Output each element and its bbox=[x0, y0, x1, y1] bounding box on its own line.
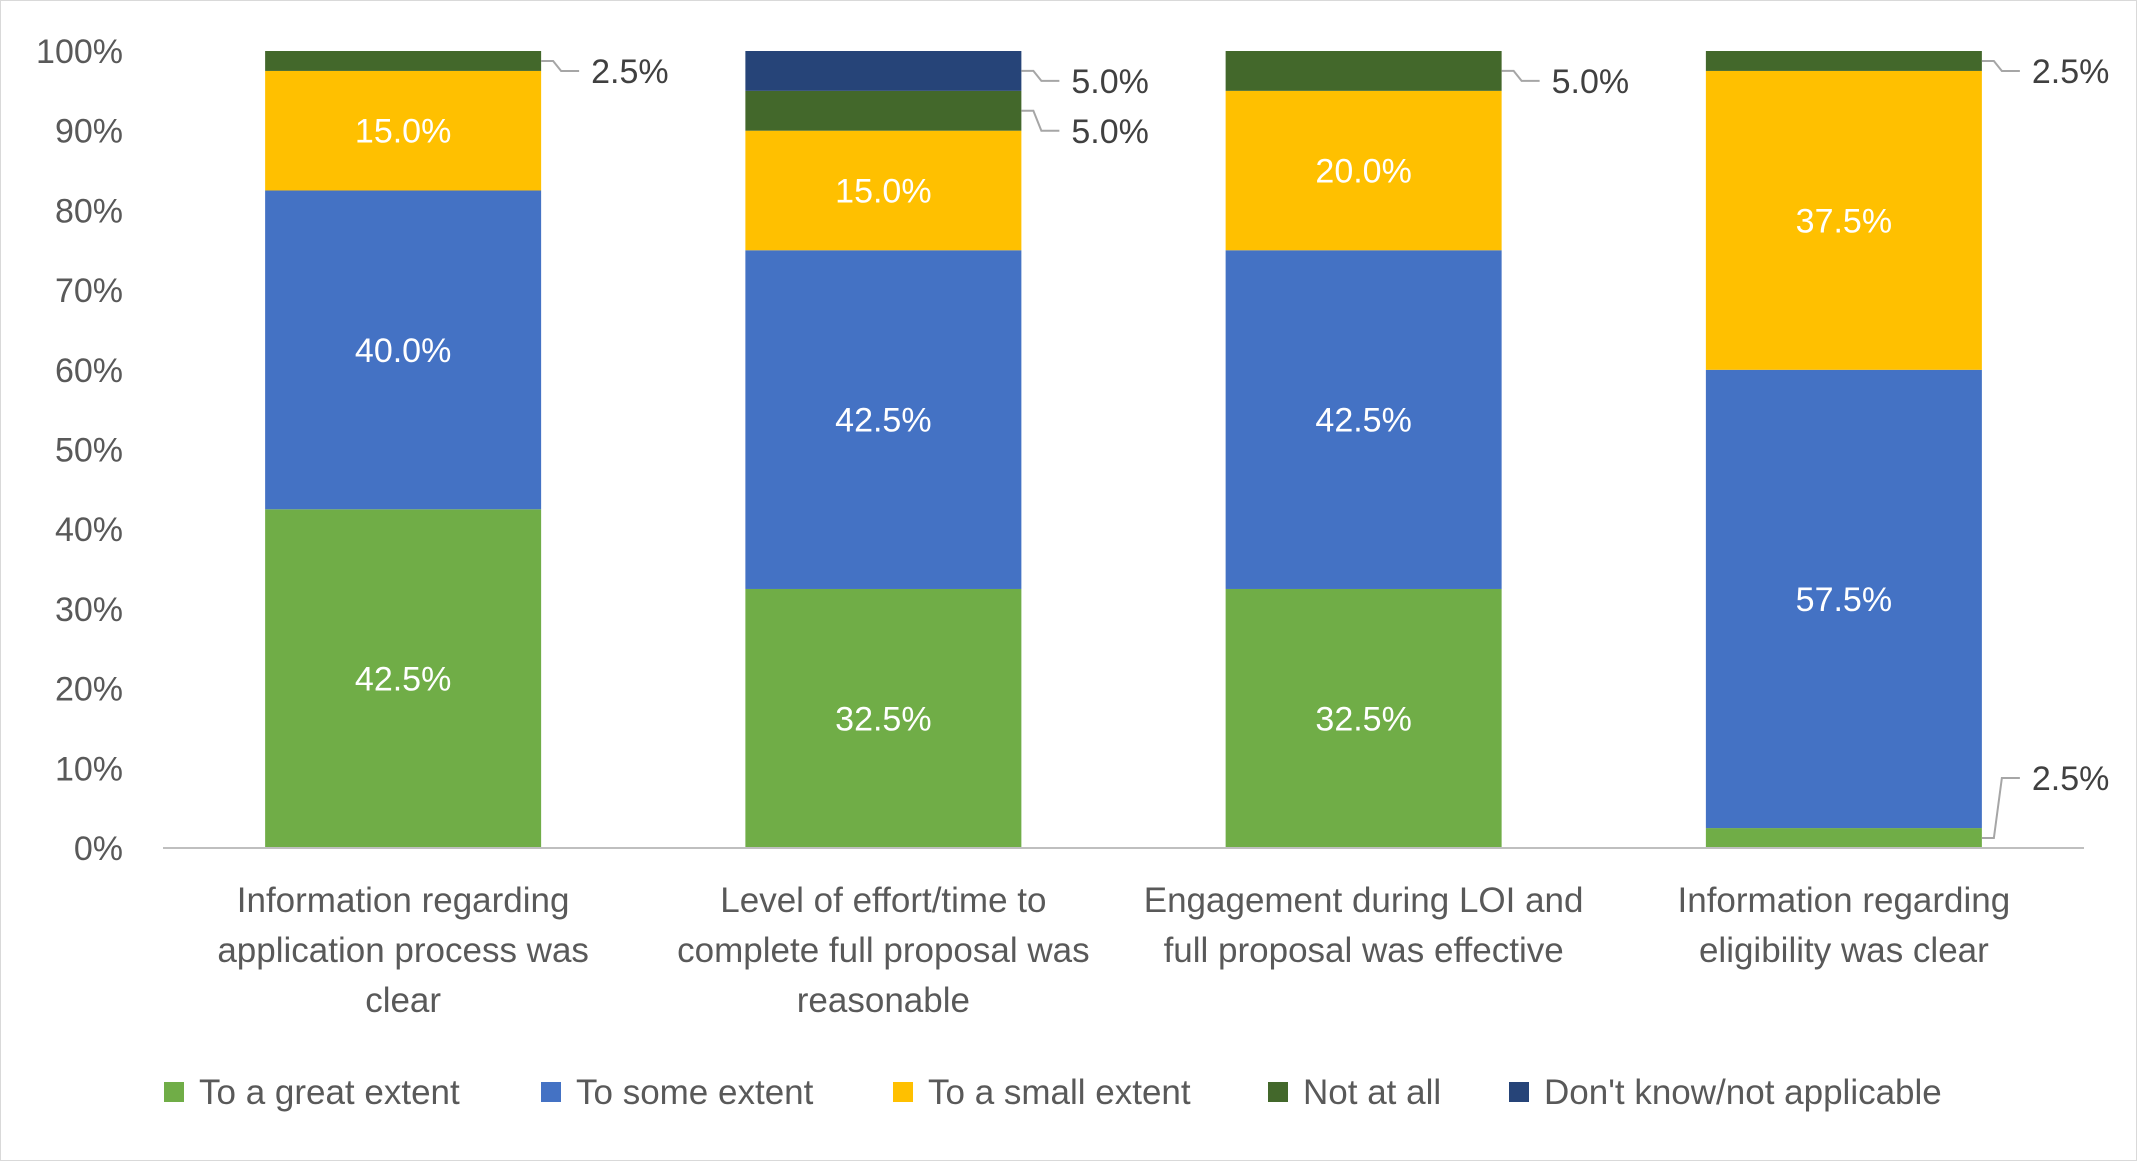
data-label: 57.5% bbox=[1796, 581, 1892, 619]
category-label: eligibility was clear bbox=[1699, 931, 1989, 970]
label-leader-line bbox=[1981, 777, 2020, 840]
category-label: Level of effort/time to bbox=[720, 881, 1046, 920]
category-label: Information regarding bbox=[1678, 881, 2011, 920]
legend-swatch bbox=[164, 1082, 184, 1102]
category-label: clear bbox=[365, 981, 441, 1020]
y-tick-label: 0% bbox=[74, 830, 123, 868]
y-tick-label: 50% bbox=[55, 432, 123, 470]
y-tick-label: 20% bbox=[55, 671, 123, 709]
data-label: 32.5% bbox=[1315, 700, 1411, 738]
bar-segment bbox=[265, 51, 542, 71]
y-tick-label: 10% bbox=[55, 750, 123, 788]
bar-segment bbox=[745, 250, 1022, 589]
data-label: 42.5% bbox=[355, 661, 451, 699]
data-label: 5.0% bbox=[1552, 63, 1630, 101]
y-tick-label: 70% bbox=[55, 272, 123, 310]
category-label: Information regarding bbox=[237, 881, 570, 920]
data-label: 15.0% bbox=[835, 172, 931, 210]
legend-label: Not at all bbox=[1303, 1073, 1441, 1112]
bar-segment bbox=[1705, 369, 1982, 829]
bar-segment bbox=[745, 90, 1022, 131]
legend-swatch bbox=[1509, 1082, 1529, 1102]
legend-label: To some extent bbox=[576, 1073, 814, 1112]
label-leader-line bbox=[1981, 59, 2020, 72]
data-label: 5.0% bbox=[1071, 63, 1149, 101]
bar-segment bbox=[1225, 51, 1502, 91]
category-label: full proposal was effective bbox=[1164, 931, 1564, 970]
bar-segment bbox=[265, 190, 542, 510]
data-label: 40.0% bbox=[355, 332, 451, 370]
y-tick-label: 80% bbox=[55, 192, 123, 230]
bar-segment bbox=[1705, 828, 1982, 848]
data-label: 32.5% bbox=[835, 700, 931, 738]
y-tick-label: 40% bbox=[55, 511, 123, 549]
y-tick-label: 100% bbox=[36, 33, 123, 71]
bar-segment bbox=[1705, 70, 1982, 370]
y-tick-label: 30% bbox=[55, 591, 123, 629]
category-label: complete full proposal was bbox=[677, 931, 1089, 970]
bar-segment bbox=[745, 588, 1022, 848]
data-label: 20.0% bbox=[1315, 153, 1411, 191]
legend-label: To a small extent bbox=[928, 1073, 1191, 1112]
legend-label: To a great extent bbox=[199, 1073, 460, 1112]
legend-swatch bbox=[893, 1082, 913, 1102]
label-leader-line bbox=[541, 59, 580, 72]
data-label: 42.5% bbox=[1315, 402, 1411, 440]
y-tick-label: 60% bbox=[55, 352, 123, 390]
data-label: 5.0% bbox=[1071, 113, 1149, 151]
category-label: reasonable bbox=[797, 981, 970, 1020]
data-label: 15.0% bbox=[355, 113, 451, 151]
data-label: 2.5% bbox=[591, 53, 669, 91]
data-label: 42.5% bbox=[835, 402, 931, 440]
bar-segment bbox=[1225, 90, 1502, 251]
category-label: application process was bbox=[217, 931, 589, 970]
bar-segment bbox=[265, 509, 542, 848]
bar-segment bbox=[1225, 588, 1502, 848]
y-tick-label: 90% bbox=[55, 113, 123, 151]
label-leader-line bbox=[1501, 69, 1540, 82]
label-leader-line bbox=[1021, 109, 1060, 132]
bar-segment bbox=[1225, 250, 1502, 589]
legend-swatch bbox=[1268, 1082, 1288, 1102]
bar-segment bbox=[1705, 51, 1982, 71]
data-label: 37.5% bbox=[1796, 202, 1892, 240]
legend-label: Don't know/not applicable bbox=[1544, 1073, 1942, 1112]
bar-segment bbox=[265, 70, 542, 191]
category-label: Engagement during LOI and bbox=[1144, 881, 1584, 920]
label-leader-line bbox=[1021, 69, 1060, 82]
data-label: 2.5% bbox=[2032, 53, 2110, 91]
bar-segment bbox=[745, 130, 1022, 251]
bar-segment bbox=[745, 51, 1022, 91]
data-label: 2.5% bbox=[2032, 760, 2110, 798]
legend-swatch bbox=[541, 1082, 561, 1102]
